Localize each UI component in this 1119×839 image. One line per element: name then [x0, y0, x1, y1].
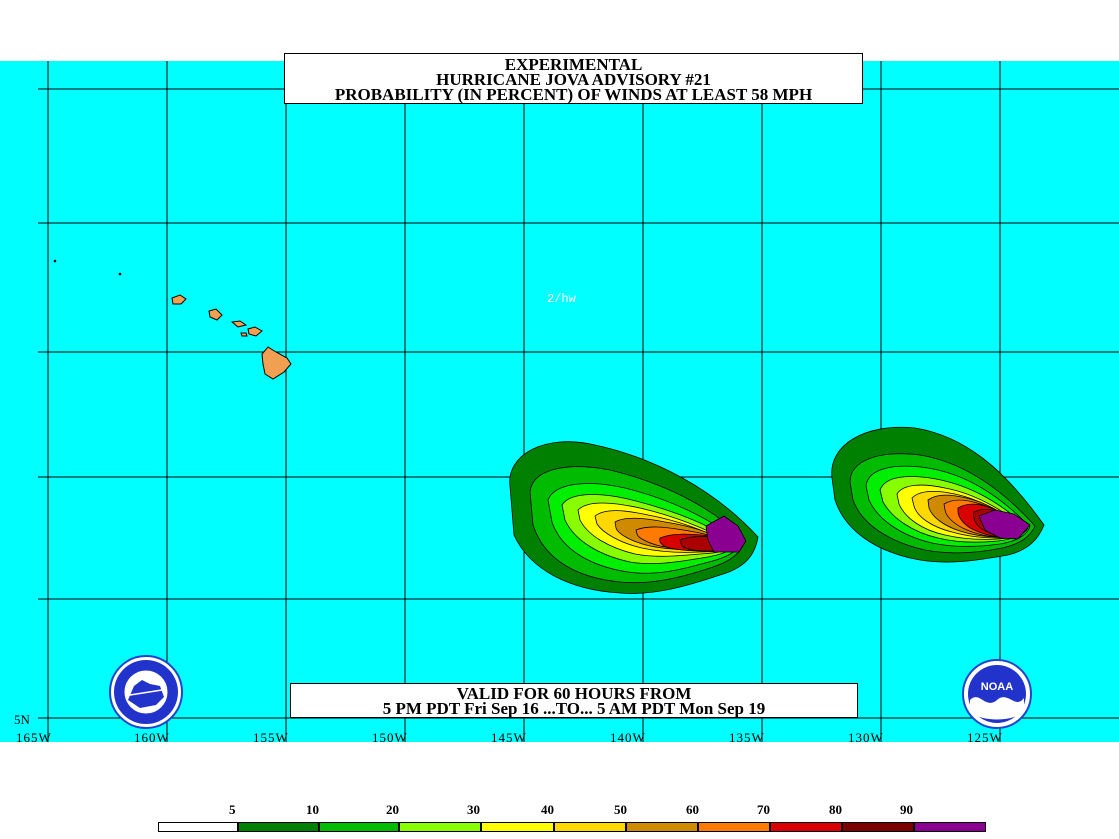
legend-swatch	[698, 822, 770, 832]
legend-swatch	[554, 822, 626, 832]
longitude-label: 145W	[491, 730, 527, 745]
legend-swatch	[481, 822, 554, 832]
valid-line-2: 5 PM PDT Fri Sep 16 ...TO... 5 AM PDT Mo…	[382, 699, 766, 718]
longitude-label: 165W	[16, 730, 52, 745]
noaa-logo-text: NOAA	[981, 681, 1013, 693]
legend-swatch	[626, 822, 698, 832]
latitude-label: 5N	[14, 712, 30, 727]
legend-swatch	[770, 822, 842, 832]
noaa-logo: NOAA	[962, 659, 1032, 729]
legend-tick: 5	[229, 802, 236, 817]
longitude-label: 155W	[253, 730, 289, 745]
title-line-3: PROBABILITY (IN PERCENT) OF WINDS AT LEA…	[334, 85, 813, 104]
legend-tick: 80	[829, 802, 842, 817]
title-line-1: EXPERIMENTAL	[504, 55, 643, 74]
title-line-2: HURRICANE JOVA ADVISORY #21	[436, 70, 711, 89]
legend-swatch	[914, 822, 986, 832]
legend-swatch	[399, 822, 481, 832]
storm-swath-west	[509, 441, 759, 594]
ocean-area	[0, 61, 1119, 742]
nws-logo	[109, 655, 183, 729]
title-box: EXPERIMENTAL HURRICANE JOVA ADVISORY #21…	[284, 53, 863, 104]
legend-swatch	[158, 822, 238, 832]
legend-tick: 60	[686, 802, 699, 817]
longitude-label: 125W	[967, 730, 1003, 745]
longitude-label: 150W	[372, 730, 408, 745]
legend-swatch	[319, 822, 399, 832]
longitude-label: 140W	[610, 730, 646, 745]
legend-tick: 10	[306, 802, 319, 817]
legend-tick: 70	[757, 802, 770, 817]
hawaiian-islands	[53, 259, 292, 380]
legend-tick: 50	[614, 802, 627, 817]
legend-tick: 40	[541, 802, 554, 817]
legend-tick: 30	[467, 802, 480, 817]
legend-tick: 20	[386, 802, 399, 817]
legend-swatch	[842, 822, 914, 832]
storm-swath-east	[831, 426, 1045, 563]
legend-tick: 90	[900, 802, 913, 817]
longitude-label: 130W	[848, 730, 884, 745]
valid-time-box: VALID FOR 60 HOURS FROM 5 PM PDT Fri Sep…	[290, 683, 858, 718]
longitude-label: 135W	[729, 730, 765, 745]
longitude-label: 160W	[134, 730, 170, 745]
legend-swatch	[238, 822, 319, 832]
map-id-label: 2/hw	[547, 292, 576, 306]
valid-line-1: VALID FOR 60 HOURS FROM	[456, 684, 692, 703]
